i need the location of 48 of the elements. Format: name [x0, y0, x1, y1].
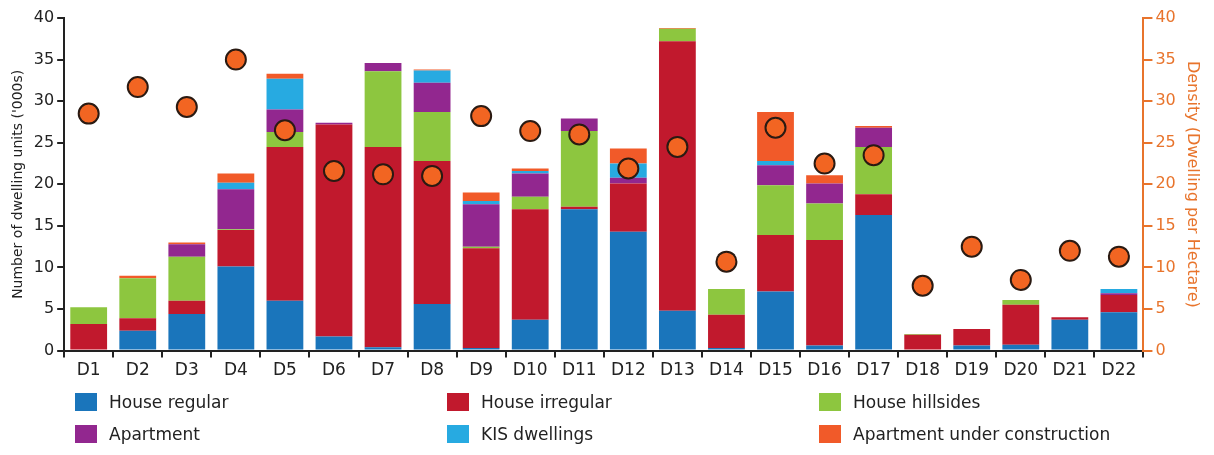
y-tick-label: 40 [33, 7, 55, 27]
x-tick-label: D1 [76, 359, 101, 380]
y2-tick-label: 5 [1155, 298, 1166, 318]
x-tick-label: D3 [174, 359, 199, 380]
x-tick-label: D20 [1003, 359, 1039, 380]
y2-tick-label: 30 [1155, 90, 1176, 110]
y2-tick-label: 10 [1155, 256, 1176, 276]
x-tick-label: D16 [807, 359, 842, 380]
x-tick-label: D11 [561, 359, 597, 380]
x-tick-label: D22 [1101, 359, 1137, 380]
x-tick-label: D18 [905, 359, 941, 380]
y2-tick-label: 20 [1155, 173, 1176, 193]
x-tick-label: D5 [272, 359, 297, 380]
legend-label: House irregular [481, 392, 612, 412]
x-tick-label: D2 [125, 359, 150, 380]
y2-tick-label: 0 [1155, 339, 1166, 359]
legend-label: Apartment under construction [853, 424, 1111, 444]
y2-tick-label: 25 [1155, 131, 1176, 151]
x-tick-label: D15 [758, 359, 793, 380]
x-tick-label: D7 [371, 359, 395, 380]
x-tick-label: D17 [856, 359, 891, 380]
x-tick-label: D6 [322, 359, 346, 380]
x-tick-label: D19 [954, 359, 990, 380]
y-tick-label: 30 [33, 90, 55, 110]
y2-tick-label: 35 [1155, 48, 1176, 68]
x-tick-label: D13 [660, 359, 695, 380]
legend-label: KIS dwellings [481, 424, 594, 444]
y2-tick-label: 40 [1155, 7, 1176, 27]
y-tick-label: 10 [33, 256, 55, 276]
x-tick-label: D12 [610, 359, 646, 380]
x-tick-label: D4 [223, 359, 248, 380]
x-tick-label: D21 [1052, 359, 1088, 380]
y-tick-label: 20 [33, 173, 55, 193]
y-axis-title: Number of dwelling units ('000s) [9, 69, 26, 299]
y-tick-label: 5 [43, 298, 55, 318]
y2-axis-title: Density (Dwelling per Hectare) [1184, 60, 1204, 308]
legend-label: Apartment [109, 424, 200, 444]
y-tick-label: 35 [33, 48, 55, 68]
x-tick-label: D10 [512, 359, 548, 380]
x-tick-label: D14 [709, 359, 744, 380]
y2-tick-label: 15 [1155, 215, 1176, 235]
x-tick-label: D8 [420, 359, 445, 380]
y-tick-label: 15 [33, 215, 55, 235]
legend-label: House hillsides [853, 392, 981, 412]
legend-label: House regular [109, 392, 229, 412]
y-tick-label: 0 [43, 339, 55, 359]
x-tick-label: D9 [469, 359, 494, 380]
y-tick-label: 25 [33, 131, 55, 151]
